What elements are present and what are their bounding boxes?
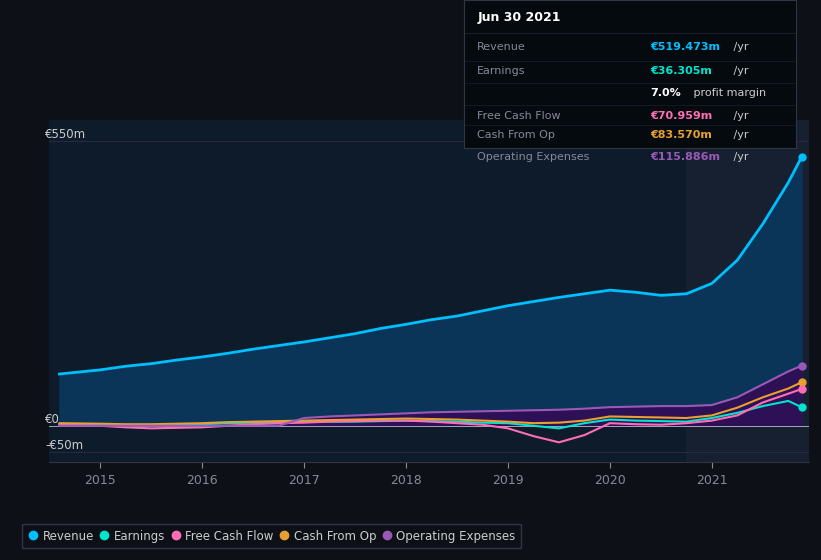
Text: -€50m: -€50m — [45, 438, 84, 452]
Text: €115.886m: €115.886m — [650, 152, 720, 162]
Text: /yr: /yr — [730, 111, 749, 121]
Text: Jun 30 2021: Jun 30 2021 — [477, 11, 561, 24]
Text: /yr: /yr — [730, 66, 749, 76]
Text: €519.473m: €519.473m — [650, 43, 720, 53]
Bar — [686, 120, 809, 462]
Text: Operating Expenses: Operating Expenses — [477, 152, 589, 162]
Text: €0: €0 — [45, 413, 60, 426]
Text: €70.959m: €70.959m — [650, 111, 713, 121]
Text: Free Cash Flow: Free Cash Flow — [477, 111, 561, 121]
Legend: Revenue, Earnings, Free Cash Flow, Cash From Op, Operating Expenses: Revenue, Earnings, Free Cash Flow, Cash … — [22, 524, 521, 548]
Text: 7.0%: 7.0% — [650, 88, 681, 99]
Text: /yr: /yr — [730, 152, 749, 162]
Text: profit margin: profit margin — [690, 88, 766, 99]
Text: €83.570m: €83.570m — [650, 130, 712, 140]
Text: Earnings: Earnings — [477, 66, 525, 76]
Text: /yr: /yr — [730, 130, 749, 140]
Text: Cash From Op: Cash From Op — [477, 130, 555, 140]
Text: €550m: €550m — [45, 128, 86, 141]
Text: /yr: /yr — [730, 43, 749, 53]
Text: Revenue: Revenue — [477, 43, 526, 53]
Text: €36.305m: €36.305m — [650, 66, 712, 76]
